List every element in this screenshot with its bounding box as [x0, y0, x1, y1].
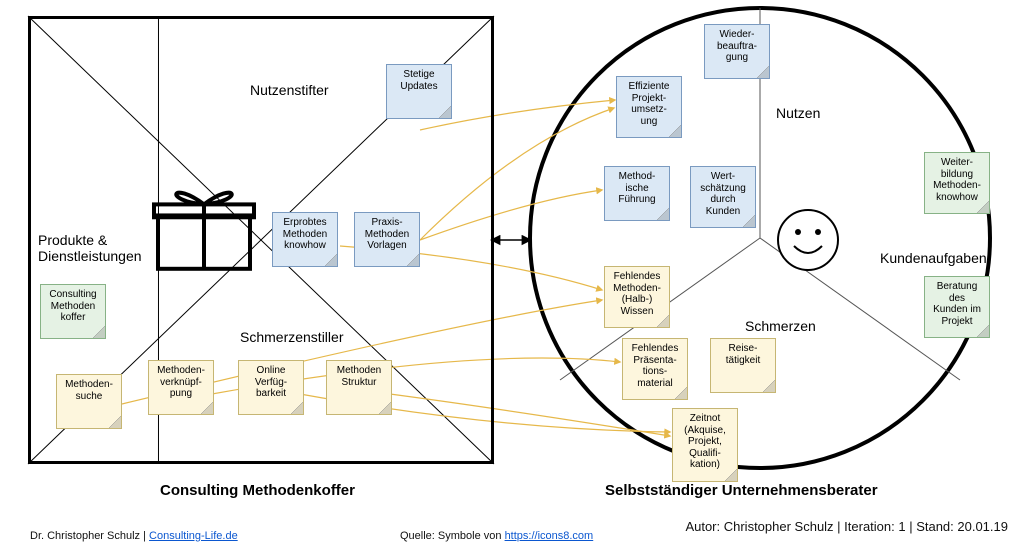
note-fold-icon [757, 66, 769, 78]
note-fold-icon [669, 125, 681, 137]
left-title: Consulting Methodenkoffer [160, 482, 355, 499]
note-beratung-kunden: Beratung des Kunden im Projekt [924, 276, 990, 338]
note-praxis-vorlagen: Praxis- Methoden Vorlagen [354, 212, 420, 267]
note-stetige-updates: Stetige Updates [386, 64, 452, 119]
note-fold-icon [407, 254, 419, 266]
footer-left: Dr. Christopher Schulz | Consulting-Life… [30, 530, 238, 542]
right-title: Selbstständiger Unternehmensberater [605, 482, 878, 499]
label-jobs: Kundenaufgaben [880, 250, 987, 266]
note-wertschaetzung: Wert- schätzung durch Kunden [690, 166, 756, 228]
note-zeitnot: Zeitnot (Akquise, Projekt, Qualifi- kati… [672, 408, 738, 482]
note-fold-icon [657, 208, 669, 220]
note-wiederbeauftragung: Wieder- beauftra- gung [704, 24, 770, 79]
note-reisetaetigkeit: Reise- tätigkeit [710, 338, 776, 393]
note-effiziente-umsetzung: Effiziente Projekt- umsetz- ung [616, 76, 682, 138]
note-methoden-struktur: Methoden Struktur [326, 360, 392, 415]
footer-mid: Quelle: Symbole von https://icons8.com [400, 530, 593, 542]
note-fold-icon [743, 215, 755, 227]
note-online-verfuegbarkeit: Online Verfüg- barkeit [238, 360, 304, 415]
note-fold-icon [977, 325, 989, 337]
note-weiterbildung: Weiter- bildung Methoden- knowhow [924, 152, 990, 214]
canvas: Consulting Methodenkoffer Selbstständige… [0, 0, 1024, 548]
note-fold-icon [725, 469, 737, 481]
footer-left-link[interactable]: Consulting-Life.de [149, 530, 238, 542]
footer-mid-link[interactable]: https://icons8.com [505, 530, 594, 542]
label-gains: Nutzen [776, 105, 820, 121]
note-fold-icon [977, 201, 989, 213]
note-fehlendes-wissen: Fehlendes Methoden- (Halb-) Wissen [604, 266, 670, 328]
footer-right: Autor: Christopher Schulz | Iteration: 1… [685, 519, 1008, 534]
note-fold-icon [291, 402, 303, 414]
label-products-services: Produkte & Dienstleistungen [38, 232, 142, 264]
note-fold-icon [439, 106, 451, 118]
footer-left-text: Dr. Christopher Schulz | [30, 530, 149, 542]
note-fold-icon [109, 416, 121, 428]
note-fold-icon [675, 387, 687, 399]
label-pains: Schmerzen [745, 318, 816, 334]
note-fold-icon [325, 254, 337, 266]
note-fold-icon [763, 380, 775, 392]
note-erprobtes-knowhow: Erprobtes Methoden knowhow [272, 212, 338, 267]
note-methoden-suche: Methoden- suche [56, 374, 122, 429]
note-fold-icon [201, 402, 213, 414]
note-fold-icon [93, 326, 105, 338]
note-methodische-fuehrung: Method- ische Führung [604, 166, 670, 221]
note-fold-icon [379, 402, 391, 414]
label-gain-creators: Nutzenstifter [250, 82, 329, 98]
note-methoden-verknuepfung: Methoden- verknüpf- pung [148, 360, 214, 415]
label-pain-relievers: Schmerzenstiller [240, 329, 343, 345]
note-fold-icon [657, 315, 669, 327]
note-fehlendes-praesmat: Fehlendes Präsenta- tions- material [622, 338, 688, 400]
note-consulting-koffer: Consulting Methoden koffer [40, 284, 106, 339]
footer-mid-text: Quelle: Symbole von [400, 530, 505, 542]
